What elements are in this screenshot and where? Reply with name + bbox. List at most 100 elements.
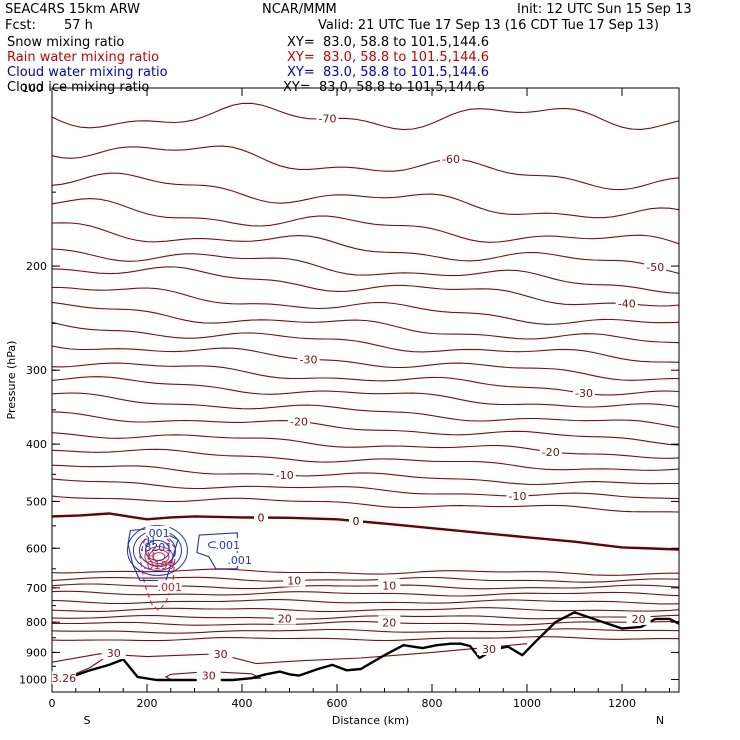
isotherm-line — [51, 607, 680, 613]
isotherm-label-bg — [273, 611, 296, 625]
isotherm-line — [51, 376, 680, 408]
isotherm-label-bg — [615, 296, 638, 310]
isotherm-label-bg — [283, 573, 306, 587]
isotherm-line — [51, 411, 680, 446]
x-tick-label: 600 — [327, 697, 348, 710]
x-tick-label: 800 — [422, 697, 443, 710]
isotherm-line — [51, 321, 680, 363]
cloud-water-ring — [126, 524, 188, 576]
extra-label-bg — [477, 641, 501, 655]
isotherm-label-bg — [297, 352, 320, 366]
isotherm-line — [51, 614, 680, 620]
isotherm-line — [51, 222, 680, 274]
field-snow-xy: XY= 83.0, 58.8 to 101.5,144.6 — [287, 35, 490, 50]
isotherm-label: -20 — [290, 415, 308, 428]
isotherm-line — [51, 432, 680, 459]
x-tick-label: 1000 — [513, 697, 541, 710]
isotherm-label-bg — [273, 468, 296, 482]
isotherm-line — [51, 599, 680, 605]
org-label: NCAR/MMM — [262, 2, 337, 17]
isotherm-label: 10 — [287, 575, 301, 588]
extra-label-bg — [626, 611, 651, 625]
isotherm-label: -10 — [509, 490, 527, 503]
isotherm-line — [51, 621, 679, 626]
fcst-value: 57 h — [64, 18, 93, 33]
fcst-label: Fcst: — [5, 18, 36, 33]
isotherm-line — [51, 145, 680, 191]
isotherm-label: 30 — [214, 648, 228, 661]
isotherm-label: 10 — [382, 579, 396, 592]
cloud-label-bg — [157, 580, 182, 594]
isotherm-line — [51, 628, 680, 634]
isotherm-label-bg — [573, 386, 595, 400]
init-time: Init: 12 UTC Sun 15 Sep 13 — [517, 2, 692, 17]
isotherm-label-bg — [440, 152, 462, 166]
x-tick-label: 1200 — [608, 697, 636, 710]
isotherm-line — [51, 495, 680, 513]
temperature-contours — [51, 102, 680, 681]
x-tick-label: 200 — [137, 697, 158, 710]
isotherm-label: 20 — [632, 613, 646, 626]
isotherm-line — [51, 286, 680, 325]
cloud-label-bg — [145, 525, 170, 539]
rain-contour — [139, 534, 177, 612]
isotherm-label: 3.26 — [52, 672, 77, 685]
contour-labels: -70 -60 -50 -40 -30 -30 -20 -20 -10 -10 10 10 20 20 0 0… — [52, 111, 667, 685]
isotherm-line — [51, 568, 679, 576]
x-axis-label: Distance (km) — [332, 714, 409, 727]
isotherm-label: -50 — [646, 261, 664, 274]
cloud-water-contour — [196, 532, 238, 570]
isotherm-line — [51, 172, 680, 219]
terrain-profile — [51, 611, 680, 682]
rain-contour-label: .0199 — [143, 559, 175, 572]
y-tick-label: 400 — [26, 438, 47, 451]
y-tick-label: 300 — [26, 364, 47, 377]
isotherm-label-bg — [316, 111, 339, 125]
x-tick-label: 0 — [49, 697, 56, 710]
isotherm-label: -30 — [575, 387, 593, 400]
field-cloudwater-name: Cloud water mixing ratio — [7, 65, 168, 80]
isotherm-label: -20 — [542, 446, 560, 459]
extra-label-bg — [208, 646, 233, 660]
isotherm-label: -40 — [618, 298, 636, 311]
isotherm-line — [51, 464, 679, 486]
isotherm-label-bg — [378, 615, 401, 629]
isotherm-line — [51, 590, 680, 597]
y-tick-label: 500 — [26, 495, 47, 508]
isotherm-line — [51, 576, 680, 583]
cloud-water-label: .001 — [145, 527, 170, 540]
isotherm-label: -60 — [442, 153, 460, 166]
isotherm-line — [51, 392, 680, 429]
isotherm-label-bg — [378, 578, 401, 592]
isotherm-label-bg — [644, 259, 667, 273]
isotherm-line — [51, 583, 680, 590]
isotherm-label: 30 — [202, 670, 216, 683]
extra-label-bg — [196, 668, 221, 682]
y-tick-label: 1000 — [19, 673, 47, 686]
isotherm-line — [51, 448, 680, 471]
isotherm-line — [51, 345, 679, 381]
isotherm-line — [51, 102, 680, 131]
y-tick-label: 800 — [26, 616, 47, 629]
isotherm-label: -10 — [276, 469, 294, 482]
terrain-line — [51, 611, 680, 682]
isotherm-label: -30 — [300, 353, 318, 366]
zero-isotherm-label: 0 — [258, 512, 265, 525]
field-rain-name: Rain water mixing ratio — [7, 50, 160, 65]
north-label: N — [656, 714, 664, 727]
y-axis-label: Pressure (hPa) — [5, 341, 18, 420]
y-top-label: 100 — [22, 82, 43, 95]
field-rain-xy: XY= 83.0, 58.8 to 101.5,144.6 — [287, 50, 490, 65]
rain-contour-ring — [148, 549, 170, 565]
isotherm-label: 30 — [482, 643, 496, 656]
y-tick-label: 900 — [26, 646, 47, 659]
isotherm-label: 20 — [278, 613, 292, 626]
cloud-water-label: .001 — [216, 539, 241, 552]
isotherm-label-bg — [539, 444, 562, 458]
isotherm-line — [51, 198, 680, 245]
valid-time: Valid: 21 UTC Tue 17 Sep 13 (16 CDT Tue … — [318, 18, 659, 33]
cloud-water-max-value: .8201 — [141, 541, 173, 554]
isotherm-line — [51, 636, 680, 642]
